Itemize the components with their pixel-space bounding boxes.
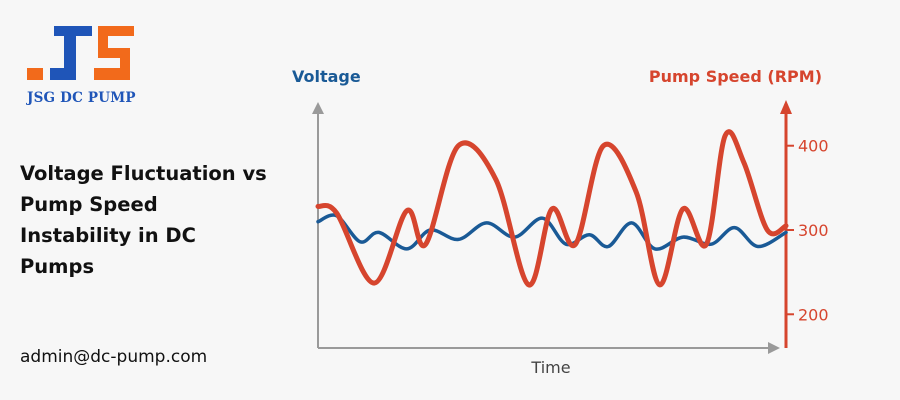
page-title: Voltage Fluctuation vs Pump Speed Instab… [20, 162, 267, 278]
contact-email[interactable]: admin@dc-pump.com [20, 347, 208, 367]
x-axis-label: Time [530, 358, 570, 377]
pump-speed-line [315, 129, 789, 288]
right-axis-arrow [780, 100, 792, 114]
left-axis-arrow [312, 102, 324, 114]
brand-logo [27, 26, 134, 80]
brand-name: JSG DC PUMP [27, 90, 136, 106]
x-axis-arrow [768, 342, 780, 354]
voltage-line [316, 213, 788, 251]
right-axis-tick-label: 400 [798, 137, 829, 156]
right-axis-tick-label: 300 [798, 221, 829, 240]
right-axis-label: Pump Speed (RPM) [649, 67, 822, 86]
right-axis-tick-label: 200 [798, 305, 829, 324]
left-axis-label: Voltage [292, 67, 361, 86]
